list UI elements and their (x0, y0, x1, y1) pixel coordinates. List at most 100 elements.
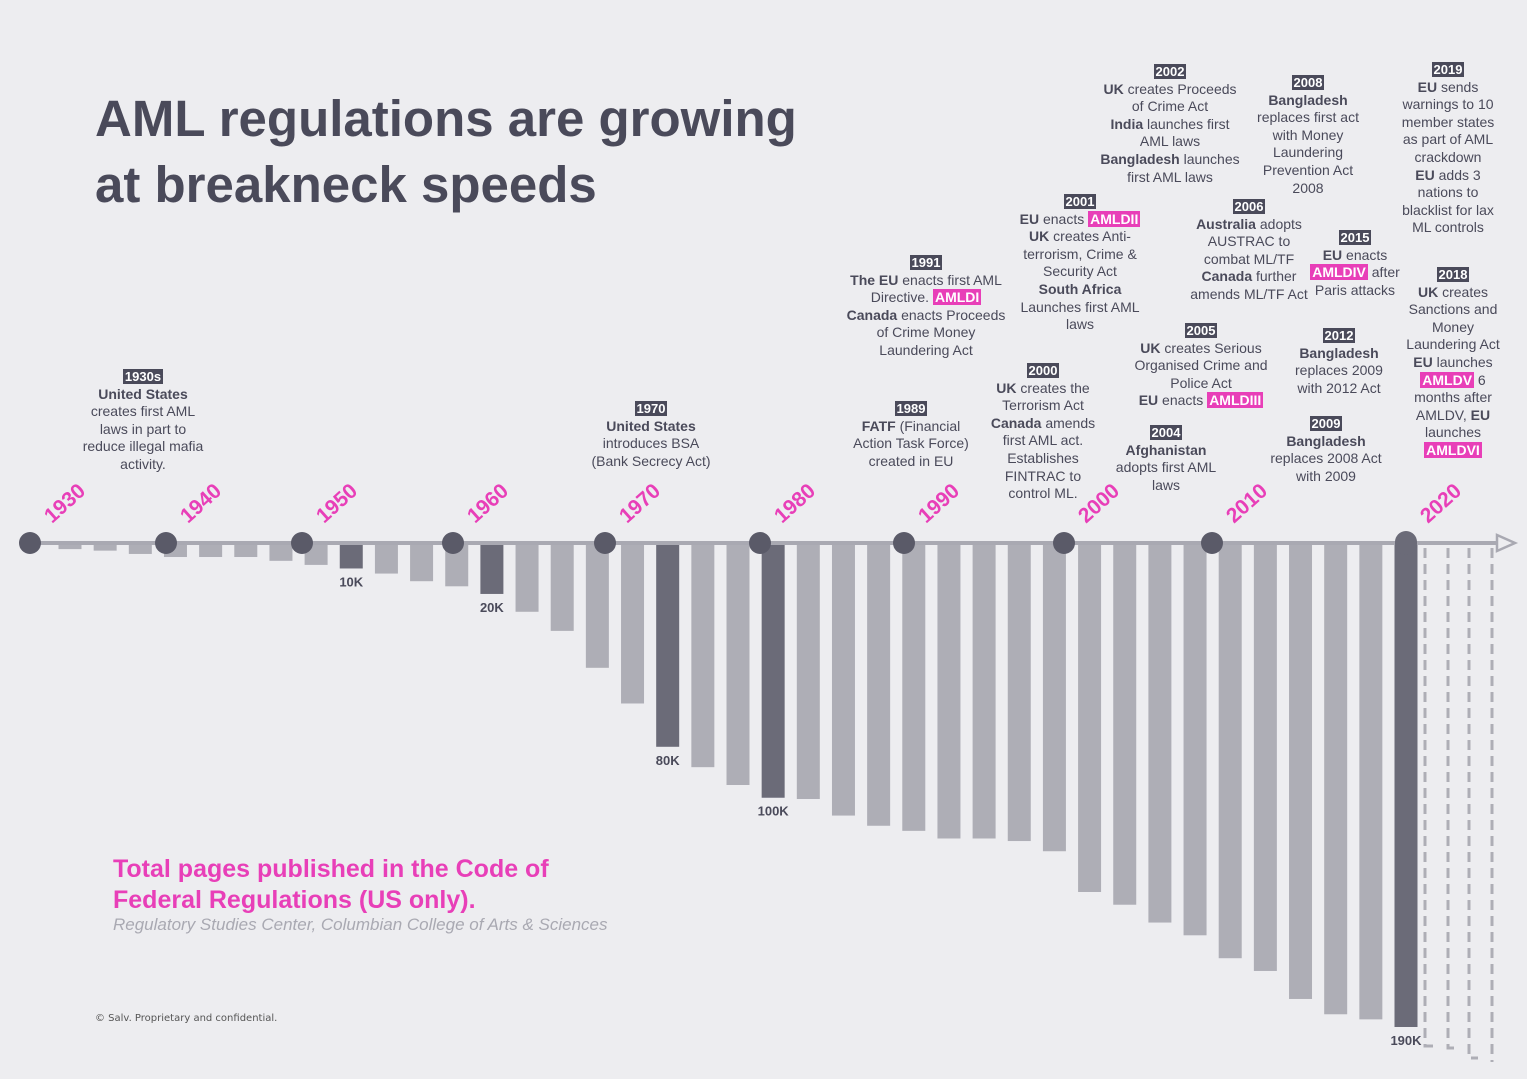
event-text: UK (1417, 283, 1439, 300)
event-annotation: 2000 UK creates the Terrorism Act Canada a… (988, 362, 1098, 503)
event-year: 1989 (894, 401, 928, 416)
bar (972, 543, 996, 839)
event-text: after Paris attacks (1314, 264, 1400, 298)
event-text: creates Proceeds of Crime Act (1123, 80, 1237, 115)
bar (902, 543, 926, 831)
bar (58, 543, 82, 550)
future-bars (1423, 548, 1494, 1062)
future-bar (1423, 548, 1436, 1048)
event-line: UK creates Proceeds of Crime Act (1098, 81, 1243, 116)
event-text: creates Sanctions and Money Laundering A… (1406, 283, 1500, 353)
event-text: creates Anti-terrorism, Crime & Security… (1023, 228, 1137, 280)
event-year: 2006 (1232, 199, 1266, 214)
event-year: 2008 (1291, 75, 1325, 90)
future-bar (1446, 548, 1456, 1050)
event-text: AMLDV (1420, 371, 1475, 388)
bar (1113, 543, 1137, 905)
bar (410, 543, 434, 582)
event-text: adds 3 nations to blacklist for lax ML c… (1402, 166, 1494, 236)
event-year: 2012 (1322, 328, 1356, 343)
event-annotation: 1970 United States introduces BSA (Bank S… (584, 400, 719, 470)
event-line: EU adds 3 nations to blacklist for lax M… (1396, 167, 1501, 237)
decade-marker (1053, 532, 1075, 554)
event-text: EU (1019, 210, 1040, 227)
bar (199, 543, 223, 558)
event-text: The EU (850, 271, 899, 288)
event-annotation: 1989 FATF (Financial Action Task Force) c… (844, 400, 979, 470)
decade-marker (442, 532, 464, 554)
value-label: 10K (339, 574, 363, 589)
event-line: United States introduces BSA (Bank Secre… (584, 418, 719, 471)
bar (480, 543, 504, 594)
decade-label: 2020 (1416, 479, 1466, 527)
event-text: sends warnings to 10 member states as pa… (1401, 78, 1495, 165)
value-label: 100K (758, 804, 790, 819)
event-text: FATF (861, 417, 896, 434)
event-annotation: 2005 UK creates Serious Organised Crime a… (1129, 322, 1274, 410)
event-line: India launches first AML laws (1098, 116, 1243, 151)
event-text: launches first AML laws (1139, 115, 1230, 150)
event-text: replaces 2009 with 2012 Act (1295, 362, 1383, 396)
event-annotation: 1991 The EU enacts first AML Directive. A… (846, 254, 1006, 360)
bar (374, 543, 398, 574)
decade-marker (594, 532, 616, 554)
event-text: launches (1424, 424, 1482, 441)
event-text: Australia (1196, 215, 1256, 232)
bar (937, 543, 961, 839)
decade-label: 1980 (770, 479, 820, 527)
event-line: EU enacts AMLDIV after Paris attacks (1305, 247, 1405, 300)
event-text: enacts (1342, 246, 1388, 263)
event-text: further amends ML/TF Act (1190, 268, 1308, 302)
event-annotation: 2015 EU enacts AMLDIV after Paris attacks (1305, 229, 1405, 299)
bar (1183, 543, 1207, 936)
event-text: Canada (846, 306, 898, 323)
event-text: EU (1413, 353, 1433, 370)
axis-arrow (1495, 533, 1519, 553)
event-text: UK (1103, 80, 1124, 97)
event-line: Bangladesh launches first AML laws (1098, 151, 1243, 186)
event-text: Bangladesh (1100, 150, 1180, 167)
decade-marker (155, 532, 177, 554)
event-year: 1970 (634, 401, 668, 416)
event-annotation: 1930s United States creates first AML law… (78, 368, 208, 474)
title: AML regulations are growing at breakneck… (95, 86, 797, 218)
event-text: replaces 2008 Act with 2009 (1270, 450, 1382, 484)
event-annotation: 2009 Bangladesh replaces 2008 Act with 20… (1264, 415, 1389, 485)
event-text: enacts (1158, 392, 1208, 409)
event-year: 2015 (1338, 230, 1372, 245)
bar (691, 543, 715, 768)
bar (585, 543, 609, 668)
event-text: Canada (990, 414, 1042, 431)
bar (550, 543, 574, 631)
event-text: Afghanistan (1125, 441, 1207, 458)
event-text: AMLDIII (1207, 392, 1264, 409)
bar (621, 543, 645, 704)
event-year: 2009 (1309, 416, 1343, 431)
event-text: enacts first AML Directive. (870, 271, 1002, 306)
bar (1324, 543, 1348, 1015)
event-text: EU (1322, 246, 1343, 263)
event-year: 2002 (1153, 64, 1187, 79)
event-annotation: 2008 Bangladesh replaces first act with M… (1251, 74, 1366, 197)
event-year: 2005 (1184, 323, 1218, 338)
event-text: UK (1029, 228, 1050, 245)
bar (339, 543, 363, 569)
event-annotation: 2001 EU enacts AMLDII UK creates Anti-terr… (1008, 193, 1153, 334)
event-line: The EU enacts first AML Directive. AMLDI (846, 272, 1006, 307)
event-text: adopts first AML laws (1115, 459, 1217, 493)
decade-marker (19, 532, 41, 554)
bar (269, 543, 293, 561)
event-line: EU enacts AMLDII (1008, 210, 1153, 229)
event-text: AMLDII (1088, 210, 1141, 227)
event-year: 2019 (1431, 62, 1465, 77)
source: Regulatory Studies Center, Columbian Col… (113, 915, 608, 934)
value-label: 190K (1390, 1033, 1422, 1048)
event-text: creates Serious Organised Crime and Poli… (1134, 339, 1268, 391)
decade-label: 1930 (40, 479, 90, 527)
event-line: Canada further amends ML/TF Act (1189, 268, 1309, 303)
event-text: Launches first AML laws (1020, 298, 1140, 333)
decade-marker (893, 532, 915, 554)
event-text: EU (1417, 78, 1438, 95)
